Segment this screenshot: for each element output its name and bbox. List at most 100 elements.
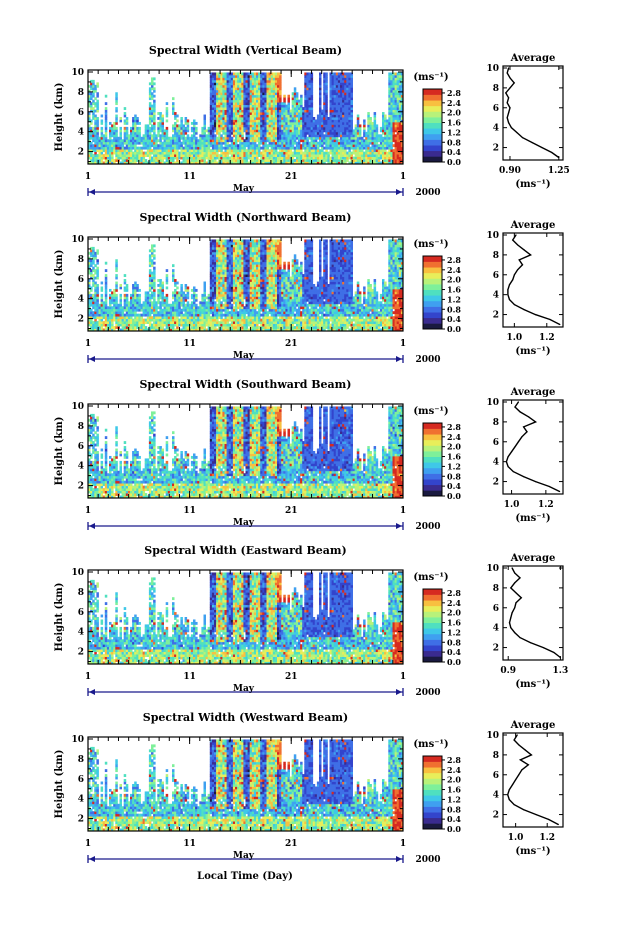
heatmap-cell bbox=[232, 109, 236, 113]
heatmap-cell bbox=[274, 114, 278, 118]
heatmap-cell bbox=[222, 79, 225, 83]
heatmap-cell bbox=[323, 94, 326, 98]
heatmap-cell bbox=[331, 139, 335, 143]
heatmap-cell bbox=[260, 92, 263, 96]
heatmap-cell bbox=[161, 311, 164, 315]
heatmap-cell bbox=[165, 269, 169, 273]
heatmap-cell bbox=[291, 114, 295, 118]
heatmap-cell bbox=[193, 156, 196, 160]
heatmap-cell bbox=[153, 298, 156, 302]
heatmap-cell bbox=[98, 144, 101, 148]
heatmap-cell bbox=[111, 308, 114, 312]
heatmap-cell bbox=[125, 131, 129, 135]
heatmap-cell bbox=[184, 311, 188, 315]
heatmap-cell bbox=[365, 161, 368, 164]
heatmap-cell bbox=[306, 161, 309, 164]
heatmap-cell bbox=[188, 308, 192, 312]
heatmap-cell bbox=[310, 97, 314, 101]
heatmap-cell bbox=[203, 151, 206, 155]
heatmap-cell bbox=[274, 146, 278, 150]
heatmap-cell bbox=[148, 151, 152, 155]
heatmap-cell bbox=[251, 136, 255, 140]
heatmap-cell bbox=[148, 316, 152, 320]
heatmap-cell bbox=[344, 159, 347, 162]
heatmap-cell bbox=[348, 82, 351, 86]
heatmap-cell bbox=[115, 134, 118, 138]
heatmap-cell bbox=[176, 129, 179, 133]
heatmap-cell bbox=[121, 139, 125, 143]
heatmap-cell bbox=[199, 159, 202, 162]
heatmap-cell bbox=[209, 318, 213, 322]
heatmap-cell bbox=[178, 293, 181, 297]
heatmap-cell bbox=[182, 149, 185, 153]
heatmap-cell bbox=[363, 144, 366, 148]
heatmap-cell bbox=[346, 141, 349, 145]
heatmap-cell bbox=[169, 136, 173, 140]
heatmap-cell bbox=[148, 313, 152, 317]
heatmap-cell bbox=[220, 159, 223, 162]
heatmap-cell bbox=[161, 281, 164, 285]
heatmap-cell bbox=[312, 156, 316, 160]
heatmap-cell bbox=[266, 109, 269, 113]
heatmap-cell bbox=[178, 151, 181, 155]
heatmap-cell bbox=[270, 139, 274, 143]
heatmap-cell bbox=[130, 156, 133, 160]
heatmap-cell bbox=[335, 156, 339, 160]
heatmap-cell bbox=[188, 316, 192, 320]
heatmap-cell bbox=[253, 97, 257, 101]
heatmap-cell bbox=[340, 107, 343, 110]
heatmap-cell bbox=[182, 308, 185, 312]
heatmap-cell bbox=[127, 134, 131, 138]
heatmap-cell bbox=[251, 134, 255, 138]
heatmap-cell bbox=[92, 146, 95, 150]
heatmap-cell bbox=[230, 117, 234, 120]
heatmap-cell bbox=[211, 77, 215, 81]
heatmap-cell bbox=[232, 84, 236, 88]
heatmap-cell bbox=[314, 156, 318, 160]
heatmap-cell bbox=[111, 326, 114, 329]
heatmap-cell bbox=[266, 129, 269, 133]
heatmap-cell bbox=[207, 141, 211, 145]
heatmap-cell bbox=[340, 102, 343, 106]
heatmap-cell bbox=[237, 146, 240, 150]
heatmap-cell bbox=[193, 308, 196, 312]
heatmap-cell bbox=[304, 102, 307, 106]
heatmap-cell bbox=[235, 112, 238, 115]
heatmap-cell bbox=[184, 151, 188, 155]
heatmap-cell bbox=[104, 139, 108, 143]
heatmap-cell bbox=[140, 161, 143, 164]
heatmap-cell bbox=[346, 114, 349, 118]
heatmap-cell bbox=[398, 151, 402, 155]
heatmap-cell bbox=[281, 121, 284, 125]
heatmap-cell bbox=[197, 318, 200, 322]
heatmap-cell bbox=[176, 131, 179, 135]
heatmap-cell bbox=[283, 104, 286, 108]
heatmap-cell bbox=[144, 321, 148, 324]
heatmap-cell bbox=[268, 109, 272, 113]
heatmap-cell bbox=[344, 84, 347, 88]
heatmap-cell bbox=[291, 144, 295, 148]
heatmap-cell bbox=[165, 301, 169, 305]
heatmap-cell bbox=[310, 77, 314, 81]
heatmap-cell bbox=[159, 146, 162, 150]
heatmap-cell bbox=[157, 154, 160, 157]
heatmap-cell bbox=[214, 129, 217, 133]
heatmap-cell bbox=[209, 144, 213, 148]
heatmap-cell bbox=[256, 99, 259, 103]
heatmap-cell bbox=[115, 154, 118, 157]
heatmap-cell bbox=[199, 313, 202, 317]
heatmap-cell bbox=[392, 134, 395, 138]
heatmap-cell bbox=[115, 284, 118, 287]
heatmap-cell bbox=[88, 139, 91, 143]
heatmap-cell bbox=[119, 161, 122, 164]
heatmap-cell bbox=[161, 159, 164, 162]
heatmap-cell bbox=[209, 308, 213, 312]
heatmap-cell bbox=[319, 149, 322, 153]
heatmap-cell bbox=[333, 119, 337, 123]
heatmap-cell bbox=[174, 313, 177, 317]
heatmap-cell bbox=[220, 149, 223, 153]
heatmap-cell bbox=[232, 89, 236, 93]
heatmap-cell bbox=[266, 124, 269, 128]
heatmap-cell bbox=[302, 154, 305, 157]
heatmap-cell bbox=[243, 104, 246, 108]
